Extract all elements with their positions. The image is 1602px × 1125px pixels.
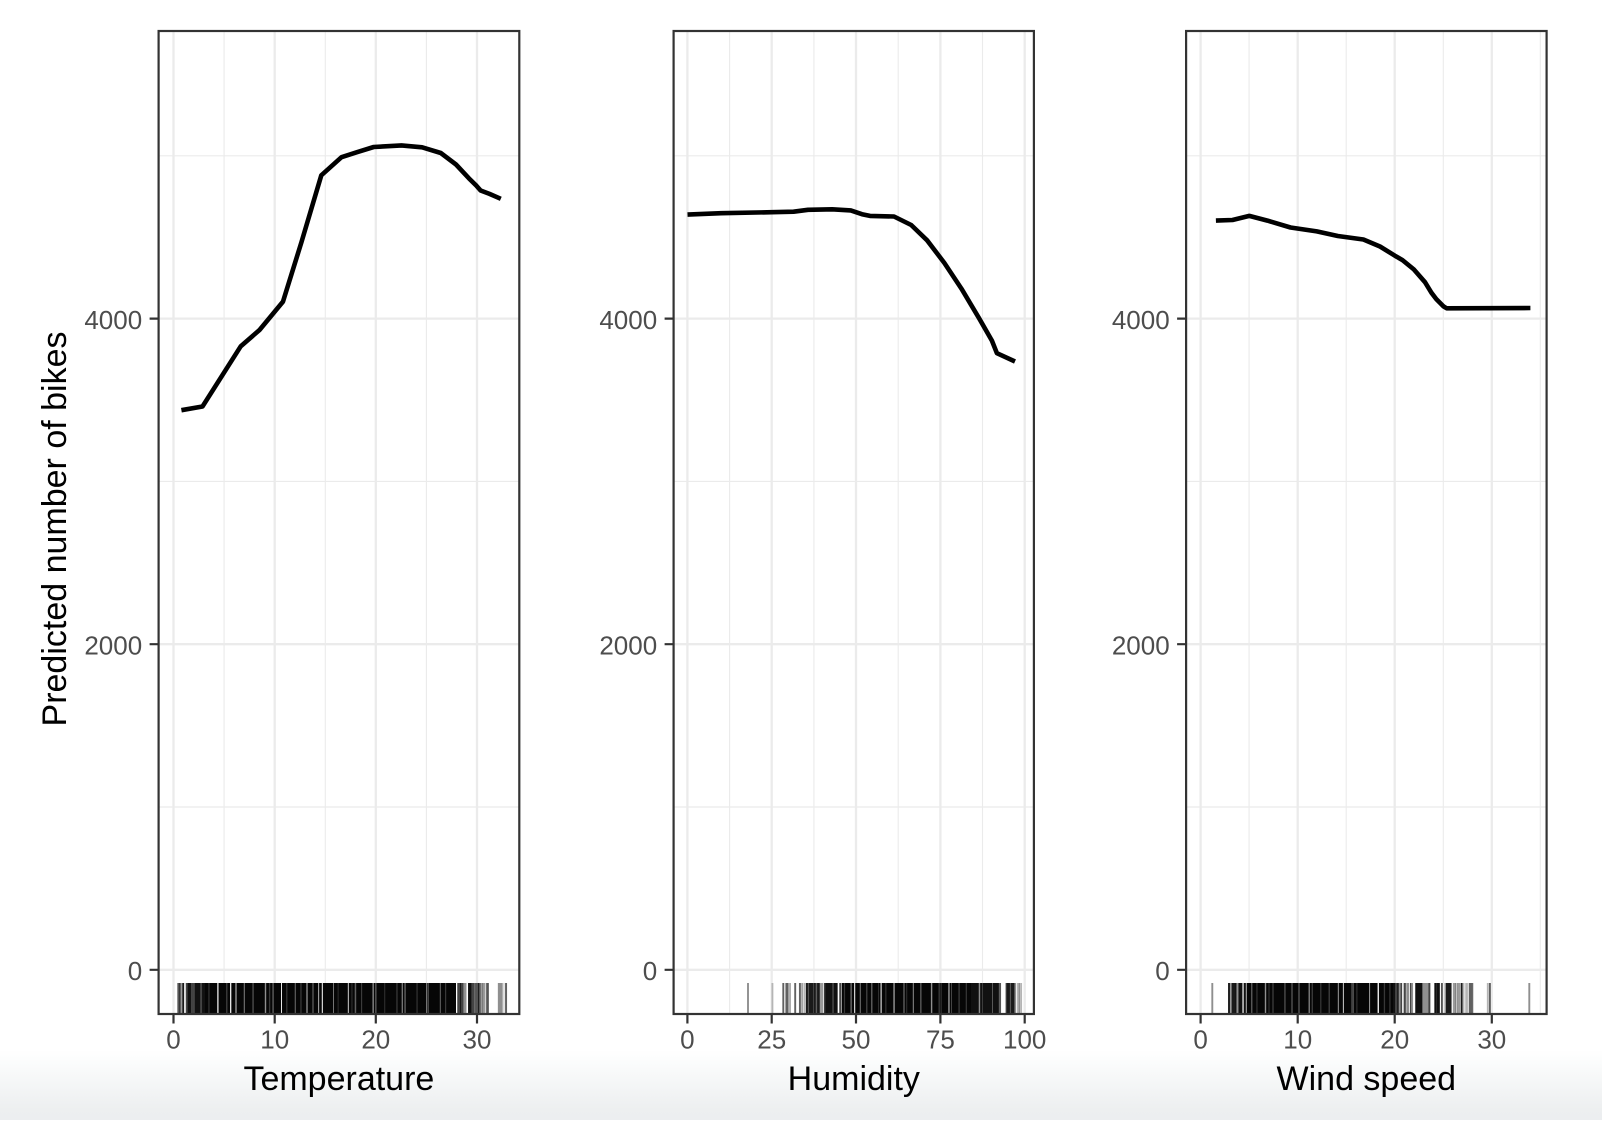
svg-text:4000: 4000 (84, 305, 142, 335)
svg-text:2000: 2000 (1112, 631, 1170, 661)
svg-text:0: 0 (680, 1024, 694, 1054)
svg-text:0: 0 (166, 1024, 180, 1054)
svg-text:0: 0 (1155, 956, 1169, 986)
svg-text:2000: 2000 (84, 631, 142, 661)
svg-text:20: 20 (1380, 1024, 1409, 1054)
svg-text:Temperature: Temperature (243, 1060, 434, 1098)
svg-text:20: 20 (361, 1024, 390, 1054)
svg-text:4000: 4000 (599, 305, 657, 335)
svg-text:0: 0 (128, 956, 142, 986)
svg-text:75: 75 (926, 1024, 955, 1054)
svg-text:0: 0 (643, 956, 657, 986)
svg-text:10: 10 (1283, 1024, 1312, 1054)
svg-text:10: 10 (260, 1024, 289, 1054)
svg-text:Predicted number of bikes: Predicted number of bikes (36, 332, 74, 727)
svg-text:25: 25 (757, 1024, 786, 1054)
svg-text:0: 0 (1193, 1024, 1207, 1054)
svg-text:30: 30 (463, 1024, 492, 1054)
svg-text:50: 50 (842, 1024, 871, 1054)
svg-text:2000: 2000 (599, 631, 657, 661)
svg-text:100: 100 (1003, 1024, 1046, 1054)
svg-text:Humidity: Humidity (788, 1060, 920, 1098)
svg-text:30: 30 (1477, 1024, 1506, 1054)
svg-text:4000: 4000 (1112, 305, 1170, 335)
svg-text:Wind speed: Wind speed (1277, 1060, 1457, 1098)
